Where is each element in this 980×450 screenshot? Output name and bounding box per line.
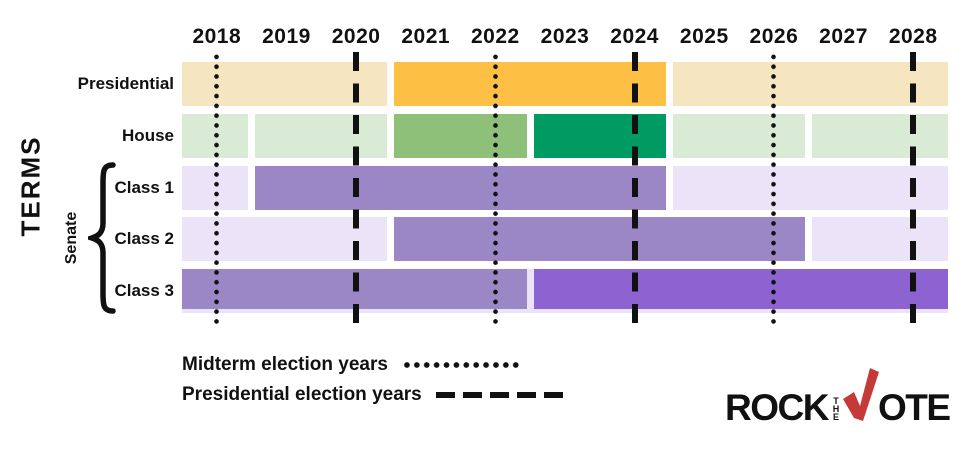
x-tick-label-2025: 2025: [679, 25, 729, 48]
row-label-presidential: Presidential: [77, 74, 174, 93]
bar-segment-green_light: [255, 113, 388, 158]
bar-segment-orange: [394, 62, 666, 106]
x-tick-label-2021: 2021: [401, 25, 451, 48]
gridline-midterm-2026: [771, 52, 777, 326]
x-tick-label-2018: 2018: [192, 25, 242, 48]
row-label-class-3: Class 3: [114, 281, 174, 300]
bar-segment-purple_medium: [394, 217, 806, 262]
legend-item-dotted: Midterm election years: [182, 354, 520, 376]
bar-segment-tan_light: [672, 62, 948, 106]
legend-label: Midterm election years: [182, 354, 388, 375]
timeline-row-2: [182, 113, 948, 158]
x-tick-label-2022: 2022: [471, 25, 520, 48]
bar-segment-green_dark: [533, 113, 666, 158]
logo-the-text: THE: [830, 396, 841, 420]
gridline-presidential-2024: [631, 52, 638, 326]
logo-rock-text: ROCK: [725, 386, 829, 428]
bar-segment-green_medium: [394, 113, 527, 158]
row-label-house: House: [122, 125, 174, 145]
row-label-class-1: Class 1: [114, 177, 174, 197]
x-tick-label-2027: 2027: [819, 25, 868, 48]
bar-segment-green_light: [812, 113, 948, 158]
gridline-midterm-2022: [492, 52, 498, 326]
legend-label: Presidential election years: [182, 384, 422, 405]
legend-item-dashed: Presidential election years: [182, 384, 563, 406]
timeline-row-4: [182, 217, 948, 262]
x-tick-label-2028: 2028: [888, 25, 938, 48]
x-tick-label-2023: 2023: [540, 25, 590, 48]
gridline-presidential-2020: [353, 52, 360, 326]
timeline-row-5: [182, 269, 948, 313]
timeline-row-1: [182, 62, 948, 106]
bar-segment-purple_medium: [255, 165, 666, 210]
gridline-presidential-2028: [910, 52, 917, 326]
senate-brace: [88, 162, 116, 314]
x-tick-label-2024: 2024: [610, 25, 659, 48]
logo-ote-text: OTE: [877, 386, 951, 428]
gridline-midterm-2018: [214, 52, 220, 326]
x-tick-label-2026: 2026: [749, 25, 799, 48]
legend-dotted-line: [401, 362, 520, 368]
row-label-class-2: Class 2: [114, 229, 174, 249]
bar-segment-lavender_light: [672, 165, 948, 210]
bar-segment-purple_bright: [533, 269, 948, 309]
legend-dashed-line: [435, 392, 563, 398]
timeline-row-3: [182, 165, 948, 210]
x-tick-label-2020: 2020: [331, 25, 381, 48]
bar-segment-lavender_light: [812, 217, 948, 262]
bar-segment-green_light: [672, 113, 806, 158]
logo-checkmark-icon: [842, 368, 879, 421]
rock-the-vote-logo: ROCK THE OTE: [725, 366, 951, 428]
x-tick-label-2019: 2019: [262, 25, 311, 48]
